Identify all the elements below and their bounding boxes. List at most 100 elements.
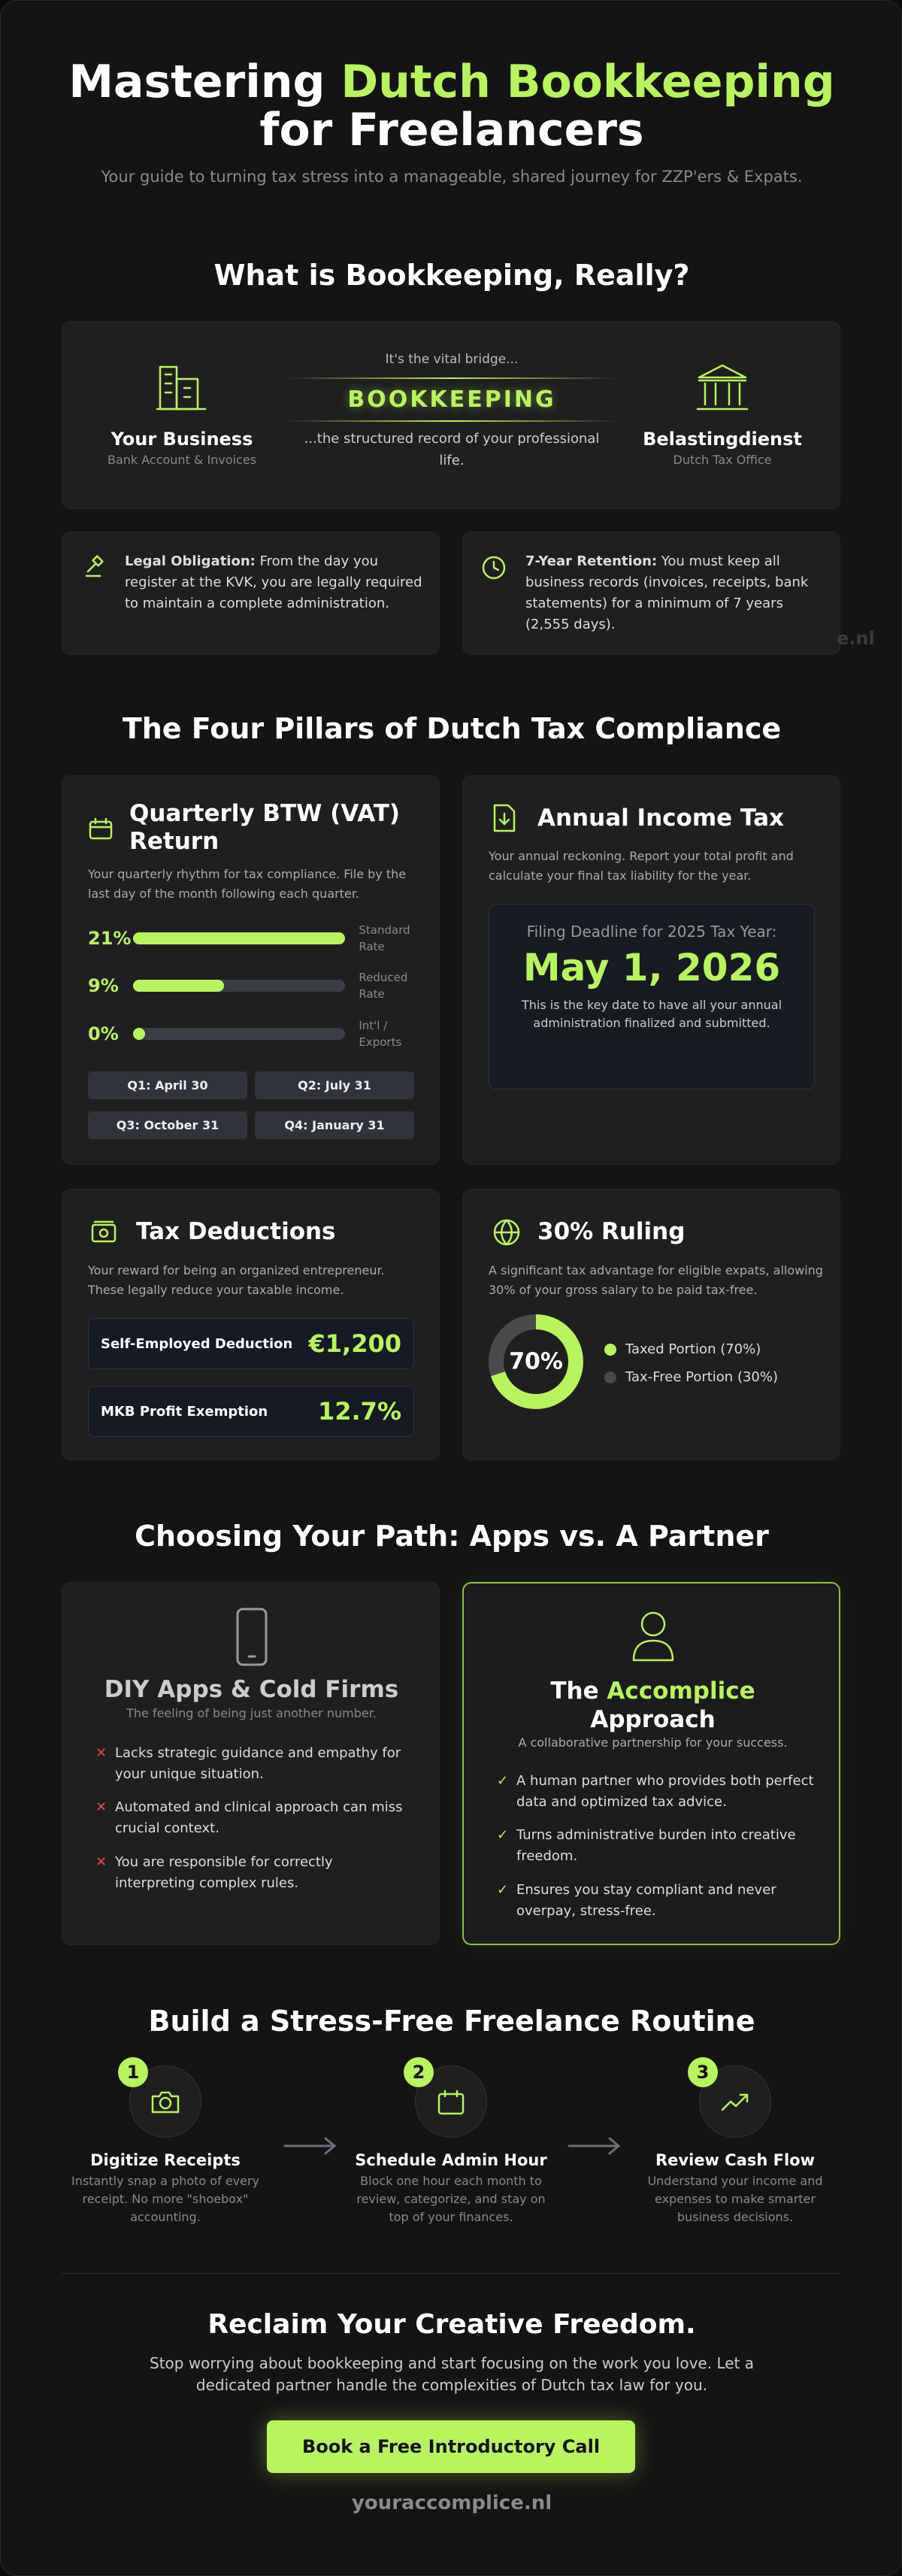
point-text: Lacks strategic guidance and empathy for… xyxy=(115,1745,401,1782)
deduction-amount: €1,200 xyxy=(308,1329,401,1358)
watermark: e.nl xyxy=(837,628,875,649)
card-title: DIY Apps & Cold Firms xyxy=(104,1676,399,1703)
cta-heading: Reclaim Your Creative Freedom. xyxy=(207,2309,696,2340)
tax-office-col: Belastingdienst Dutch Tax Office xyxy=(617,361,828,467)
rate-label: 0% xyxy=(88,1023,119,1044)
diy-card: DIY Apps & Cold Firms The feeling of bei… xyxy=(62,1582,440,1945)
rate-track xyxy=(132,932,346,944)
step-text: Instantly snap a photo of every receipt.… xyxy=(71,2174,260,2224)
col-sub: Bank Account & Invoices xyxy=(107,453,257,467)
arrow xyxy=(283,2137,337,2155)
section-heading: Build a Stress-Free Freelance Routine xyxy=(148,2005,755,2038)
cta-button[interactable]: Book a Free Introductory Call xyxy=(267,2420,635,2473)
site-link: youraccomplice.nl xyxy=(351,2492,552,2514)
fact-body: From the day you register at the KVK, yo… xyxy=(125,553,422,611)
card-text: A significant tax advantage for eligible… xyxy=(489,1263,823,1297)
pro-point: ✓ Turns administrative burden into creati… xyxy=(497,1827,796,1864)
rate-bar xyxy=(132,1028,145,1040)
col-title: Your Business xyxy=(110,429,253,450)
deadline-chip: Q3: October 31 xyxy=(88,1111,247,1139)
step-circle: 3 xyxy=(688,2057,771,2138)
step-text: Block one hour each month to review, cat… xyxy=(356,2174,546,2224)
card-title: The Accomplice Approach xyxy=(464,1677,842,1734)
point-text: A human partner who provides both perfec… xyxy=(516,1773,814,1810)
rate-label: 9% xyxy=(88,975,119,996)
rate-label: 21% xyxy=(88,928,132,949)
card-title: 30% Ruling xyxy=(537,1218,686,1245)
title-text: Mastering xyxy=(68,56,341,108)
deadline-chip: Q1: April 30 xyxy=(88,1071,247,1099)
rate-track xyxy=(132,980,346,992)
bank-icon xyxy=(696,364,749,411)
globe-icon xyxy=(493,1219,520,1246)
header: Mastering Dutch Bookkeeping for Freelance… xyxy=(1,56,901,189)
legend-item: Tax-Free Portion (30%) xyxy=(604,1369,778,1385)
deadline-date: May 1, 2026 xyxy=(522,946,781,989)
step-title: Schedule Admin Hour xyxy=(355,2151,547,2169)
card-text: Your annual reckoning. Report your total… xyxy=(489,849,794,883)
title: Mastering Dutch Bookkeeping for Freelance… xyxy=(1,56,901,156)
card-text: Your reward for being an organized entre… xyxy=(88,1263,385,1297)
section-heading: The Four Pillars of Dutch Tax Compliance xyxy=(122,712,782,745)
legend-item: Taxed Portion (70%) xyxy=(604,1341,761,1357)
calendar-icon xyxy=(89,817,113,840)
title-text: for Freelancers xyxy=(259,104,644,156)
card-title: Annual Income Tax xyxy=(537,805,784,832)
card-sub: A collaborative partnership for your suc… xyxy=(518,1735,788,1750)
con-point: ✕ Automated and clinical approach can mis… xyxy=(95,1799,403,1836)
subtitle: Your guide to turning tax stress into a … xyxy=(101,168,803,186)
legend-dot xyxy=(604,1371,616,1383)
arrow xyxy=(568,2137,621,2155)
col-sub: Dutch Tax Office xyxy=(673,453,772,467)
pro-point: ✓ Ensures you stay compliant and never ov… xyxy=(497,1882,776,1919)
fact-body: You must keep all business records (invo… xyxy=(525,553,809,632)
card-title: Quarterly BTW (VAT) Return xyxy=(129,800,401,855)
rate-track xyxy=(132,1028,346,1040)
cta-text: Stop worrying about bookkeeping and star… xyxy=(150,2354,754,2394)
divider xyxy=(62,2273,840,2274)
glow-line xyxy=(286,420,617,422)
document-icon xyxy=(493,804,516,832)
deadline-box: Filing Deadline for 2025 Tax Year: May 1… xyxy=(489,904,815,1089)
deductions-card: Tax Deductions Your reward for being an … xyxy=(62,1189,440,1460)
rate-name: Standard Rate xyxy=(359,923,410,953)
deadline-chip: Q2: July 31 xyxy=(255,1071,414,1099)
fact-text: Legal Obligation: From the day you regis… xyxy=(125,551,425,614)
pro-point: ✓ A human partner who provides both perfe… xyxy=(497,1773,814,1810)
legend-label: Taxed Portion (70%) xyxy=(625,1341,761,1357)
rate-bar xyxy=(132,980,224,992)
trend-icon xyxy=(721,2093,749,2111)
section-heading: What is Bookkeeping, Really? xyxy=(213,259,690,292)
legend-dot xyxy=(604,1343,616,1356)
card-title: Tax Deductions xyxy=(136,1218,336,1245)
glow-line xyxy=(286,377,617,379)
ruling-card: 30% Ruling A significant tax advantage f… xyxy=(462,1189,840,1460)
bridge-top: It's the vital bridge... xyxy=(385,352,519,367)
fact-text: 7-Year Retention: You must keep all busi… xyxy=(525,551,826,635)
card-text: Your quarterly rhythm for tax compliance… xyxy=(88,867,407,901)
step-circle: 2 xyxy=(404,2057,487,2138)
section-heading: Choosing Your Path: Apps vs. A Partner xyxy=(135,1520,769,1553)
fact-label: Legal Obligation: xyxy=(125,553,256,569)
point-text: Turns administrative burden into creativ… xyxy=(516,1827,796,1864)
deadline-chip: Q4: January 31 xyxy=(255,1111,414,1139)
bridge-card: Your Business Bank Account & Invoices It… xyxy=(62,321,840,509)
step-title: Review Cash Flow xyxy=(655,2151,815,2169)
deduction-name: MKB Profit Exemption xyxy=(101,1403,268,1420)
step-number: 1 xyxy=(118,2057,148,2087)
point-text: You are responsible for correctly interp… xyxy=(115,1854,333,1891)
rate-row: 9% Reduced Rate xyxy=(88,971,419,1001)
point-text: Ensures you stay compliant and never ove… xyxy=(516,1882,776,1919)
building-icon xyxy=(156,365,207,411)
donut-chart: 70% xyxy=(489,1314,583,1409)
step-number: 2 xyxy=(404,2057,434,2087)
money-icon xyxy=(91,1220,117,1243)
title-accent: Dutch Bookkeeping xyxy=(341,56,835,108)
con-point: ✕ You are responsible for correctly inter… xyxy=(95,1854,333,1891)
legend-label: Tax-Free Portion (30%) xyxy=(625,1369,778,1385)
title-text: Approach xyxy=(590,1706,716,1733)
business-col: Your Business Bank Account & Invoices xyxy=(77,361,287,467)
deadline-label: Filing Deadline for 2025 Tax Year: xyxy=(526,923,777,941)
